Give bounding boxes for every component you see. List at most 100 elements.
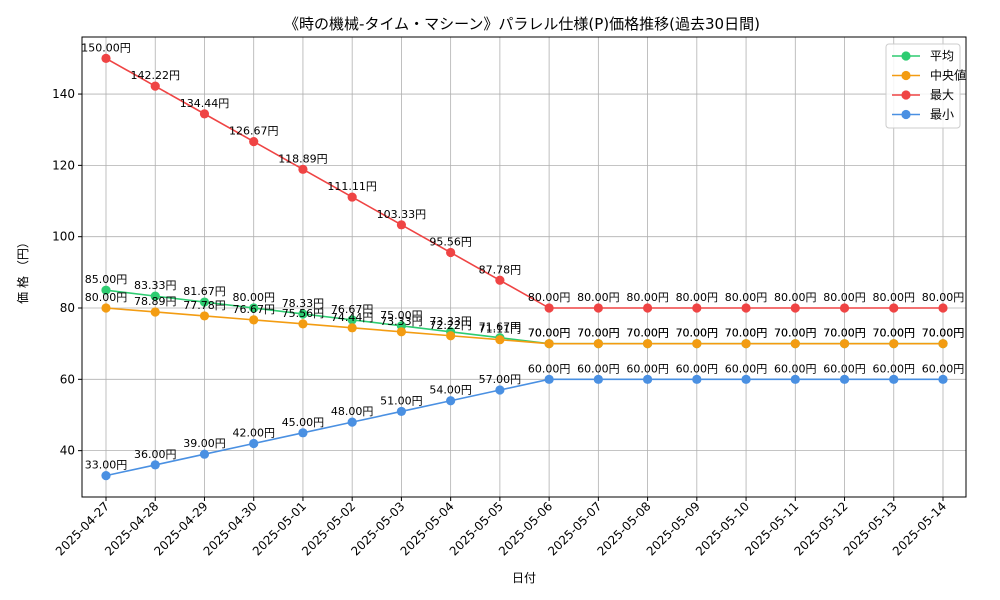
data-label-max: 118.89円 — [278, 152, 328, 165]
data-label-avg: 70.00円 — [725, 327, 768, 340]
series-line-median — [105, 307, 943, 345]
data-label-max: 111.11円 — [327, 180, 377, 193]
data-label-min: 60.00円 — [922, 362, 965, 375]
data-point-max — [642, 303, 653, 313]
data-label-median: 70.00円 — [922, 327, 965, 340]
legend-swatch-marker-median — [901, 70, 911, 81]
data-point-min — [249, 438, 259, 449]
data-label-avg: 73.33円 — [429, 315, 472, 328]
data-label-median: 74.44円 — [331, 311, 374, 324]
y-tick-label: 100 — [52, 230, 75, 244]
x-axis-label: 日付 — [512, 571, 536, 585]
data-point-median — [150, 307, 160, 317]
data-point-min — [298, 428, 308, 438]
data-point-min — [593, 374, 603, 384]
data-label-min: 60.00円 — [774, 362, 817, 375]
data-point-median — [692, 339, 702, 349]
data-label-median: 70.00円 — [774, 327, 817, 340]
data-label-max: 87.78円 — [479, 263, 522, 276]
data-label-median: 70.00円 — [528, 327, 571, 340]
series-line-min — [105, 378, 943, 477]
data-point-median — [889, 339, 899, 349]
data-label-median: 70.00円 — [873, 327, 916, 340]
data-label-max: 80.00円 — [626, 291, 669, 304]
legend-swatch-marker-max — [901, 90, 911, 100]
data-label-median: 78.89円 — [134, 295, 177, 308]
data-label-max: 150.00円 — [81, 41, 131, 54]
data-point-min — [544, 374, 554, 384]
data-label-max: 80.00円 — [577, 291, 620, 304]
data-label-min: 60.00円 — [676, 362, 719, 375]
data-label-max: 80.00円 — [725, 291, 768, 304]
legend-label-min: 最小 — [930, 108, 954, 122]
data-label-min: 48.00円 — [331, 405, 374, 418]
data-point-min — [495, 385, 505, 395]
chart-title: 《時の機械-タイム・マシーン》パラレル仕様(P)価格推移(過去30日間) — [284, 15, 760, 33]
data-label-median: 70.00円 — [577, 327, 620, 340]
data-label-max: 95.56円 — [429, 236, 472, 249]
data-label-min: 60.00円 — [823, 362, 866, 375]
data-label-min: 33.00円 — [85, 459, 128, 472]
series-line-max — [105, 57, 943, 309]
series-max — [101, 53, 948, 313]
data-label-median: 80.00円 — [85, 291, 128, 304]
data-point-min — [839, 374, 850, 384]
data-point-median — [642, 339, 653, 349]
data-point-max — [249, 136, 259, 147]
data-point-min — [889, 374, 899, 384]
data-labels: 85.00円 83.33円 81.67円 80.00円 78.33円 76.67円 75.0… — [81, 41, 964, 471]
data-point-avg — [347, 315, 357, 325]
data-label-avg: 81.67円 — [183, 285, 226, 298]
data-label-min: 45.00円 — [282, 416, 325, 429]
data-label-min: 39.00円 — [183, 437, 226, 450]
series-median — [101, 303, 948, 349]
legend-swatch-marker-min — [901, 109, 911, 120]
data-label-avg: 83.33円 — [134, 279, 177, 292]
data-label-max: 103.33円 — [377, 208, 427, 221]
data-label-max: 80.00円 — [873, 291, 916, 304]
series-min — [101, 374, 948, 481]
data-label-max: 134.44円 — [180, 97, 230, 110]
data-point-max — [593, 303, 603, 313]
data-point-median — [347, 323, 357, 333]
data-point-max — [446, 247, 456, 258]
data-point-max — [938, 303, 948, 313]
data-label-median: 70.00円 — [725, 327, 768, 340]
legend-swatch-marker-avg — [901, 51, 911, 61]
data-point-median — [544, 339, 554, 349]
data-label-max: 80.00円 — [823, 291, 866, 304]
data-point-max — [790, 303, 800, 313]
data-point-avg — [101, 285, 111, 295]
data-label-avg: 80.00円 — [232, 291, 275, 304]
data-label-max: 80.00円 — [528, 291, 571, 304]
data-point-median — [101, 303, 111, 313]
data-point-median — [938, 339, 948, 349]
data-label-max: 126.67円 — [229, 125, 279, 138]
data-point-max — [741, 303, 751, 313]
data-label-median: 71.11円 — [479, 323, 522, 336]
data-label-min: 36.00円 — [134, 448, 177, 461]
data-point-max — [298, 164, 308, 174]
data-label-avg: 71.67円 — [479, 321, 522, 334]
data-label-min: 54.00円 — [429, 384, 472, 397]
data-point-median — [249, 315, 259, 325]
data-label-avg: 70.00円 — [774, 327, 817, 340]
data-point-max — [347, 192, 357, 202]
data-label-avg: 70.00円 — [676, 327, 719, 340]
data-label-median: 70.00円 — [626, 327, 669, 340]
data-point-max — [101, 53, 111, 63]
y-tick-label: 140 — [52, 87, 75, 101]
data-label-avg: 76.67円 — [331, 303, 374, 316]
data-point-median — [839, 339, 850, 349]
data-label-avg: 78.33円 — [282, 297, 325, 310]
data-point-min — [741, 374, 751, 384]
data-point-max — [150, 81, 160, 91]
data-label-avg: 75.00円 — [380, 309, 423, 322]
data-point-median — [741, 339, 751, 349]
data-point-min — [692, 374, 702, 384]
data-label-min: 57.00円 — [479, 373, 522, 386]
data-label-min: 60.00円 — [725, 362, 768, 375]
